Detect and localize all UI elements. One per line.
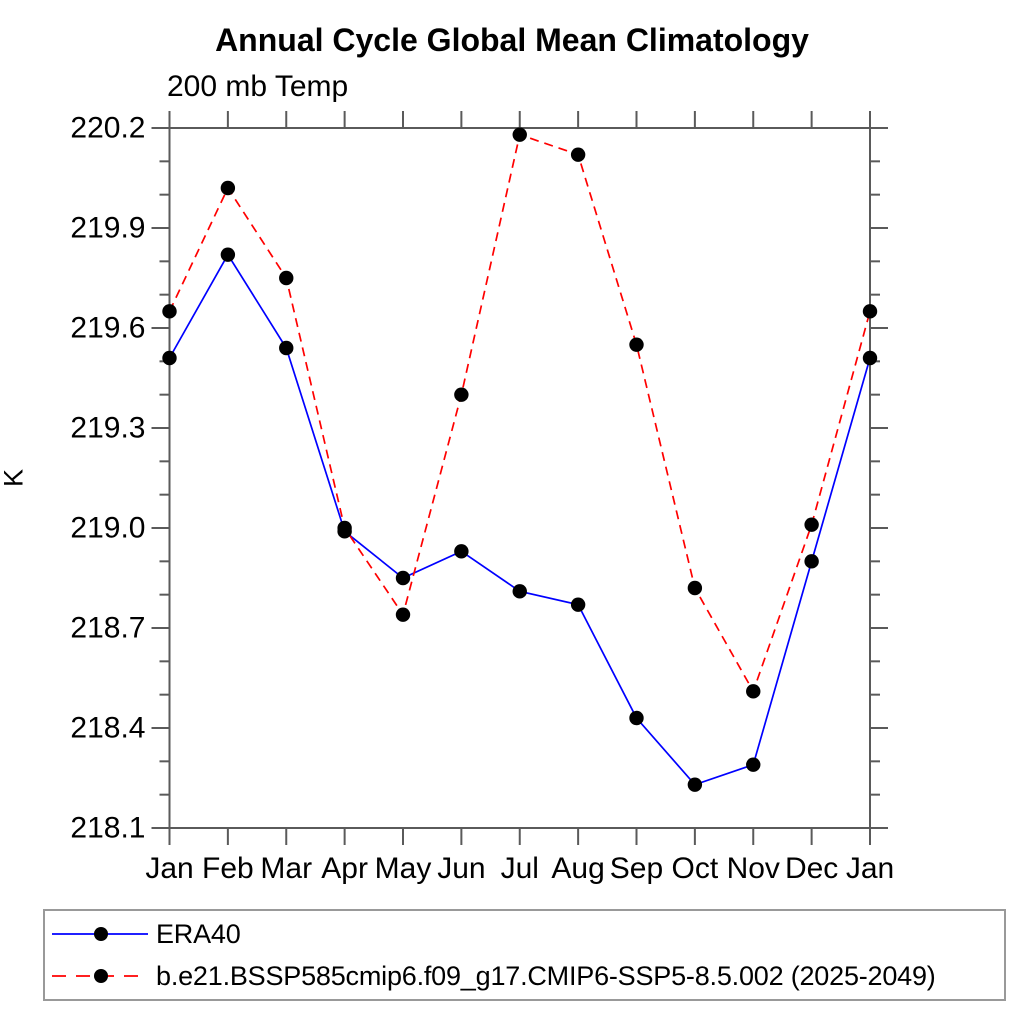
- x-tick-label: Mar: [260, 852, 312, 885]
- data-point-marker: [162, 350, 177, 366]
- y-axis-title: K: [0, 468, 29, 488]
- x-tick-label: Nov: [727, 852, 780, 885]
- data-point-marker: [395, 570, 411, 586]
- x-tick-label: Oct: [672, 852, 719, 885]
- legend-line-swatch-icon: [52, 927, 148, 941]
- data-point-marker: [862, 350, 878, 366]
- data-point-marker: [395, 607, 411, 622]
- data-point-marker: [687, 777, 703, 792]
- x-tick-label: Jan: [145, 852, 193, 885]
- series-line-1: [168, 133, 871, 694]
- x-tick-label: May: [375, 852, 432, 885]
- y-tick-label: 218.7: [70, 612, 145, 645]
- data-point-marker: [337, 520, 352, 536]
- series-line-0: [168, 253, 871, 786]
- data-point-marker: [570, 147, 586, 162]
- data-point-marker: [279, 270, 294, 286]
- chart-subtitle: 200 mb Temp: [167, 70, 349, 103]
- data-point-marker: [629, 710, 644, 726]
- x-tick-label: Feb: [202, 852, 254, 885]
- data-point-marker: [804, 554, 819, 569]
- data-point-marker: [629, 337, 644, 352]
- data-point-marker: [512, 584, 527, 599]
- y-tick-label: 219.6: [70, 312, 145, 345]
- y-tick-label: 220.2: [70, 112, 145, 145]
- chart-title: Annual Cycle Global Mean Climatology: [215, 22, 809, 58]
- y-tick-label: 218.1: [70, 812, 145, 845]
- legend: ERA40 b.e21.BSSP585cmip6.f09_g17.CMIP6-S…: [43, 909, 1006, 1001]
- x-tick-label: Dec: [785, 852, 838, 885]
- x-tick-label: Jul: [501, 852, 539, 885]
- data-point-marker: [220, 247, 236, 262]
- legend-line-swatch-icon: [52, 969, 148, 983]
- data-point-marker: [220, 180, 236, 196]
- data-point-marker: [687, 580, 703, 596]
- legend-item-model: b.e21.BSSP585cmip6.f09_g17.CMIP6-SSP5-8.…: [45, 960, 1004, 992]
- data-point-marker: [570, 597, 586, 612]
- data-point-marker: [162, 304, 177, 319]
- data-point-marker: [746, 684, 761, 699]
- data-point-marker: [512, 127, 527, 142]
- y-tick-label: 218.4: [70, 712, 145, 745]
- data-point-marker: [746, 757, 761, 772]
- x-tick-label: Sep: [610, 852, 663, 885]
- x-tick-label: Aug: [551, 852, 604, 885]
- x-tick-label: Apr: [321, 852, 368, 885]
- y-tick-label: 219.9: [70, 212, 145, 245]
- data-point-marker: [804, 517, 819, 532]
- data-point-marker: [279, 340, 294, 356]
- legend-label: ERA40: [156, 918, 241, 949]
- legend-label: b.e21.BSSP585cmip6.f09_g17.CMIP6-SSP5-8.…: [156, 960, 936, 991]
- y-tick-label: 219.0: [70, 512, 145, 545]
- data-point-marker: [454, 387, 469, 402]
- y-tick-label: 219.3: [70, 412, 145, 445]
- data-point-marker: [454, 544, 469, 559]
- data-point-marker: [862, 304, 878, 319]
- legend-item-era40: ERA40: [45, 918, 1004, 950]
- x-tick-label: Jun: [437, 852, 485, 885]
- x-tick-label: Jan: [846, 852, 894, 885]
